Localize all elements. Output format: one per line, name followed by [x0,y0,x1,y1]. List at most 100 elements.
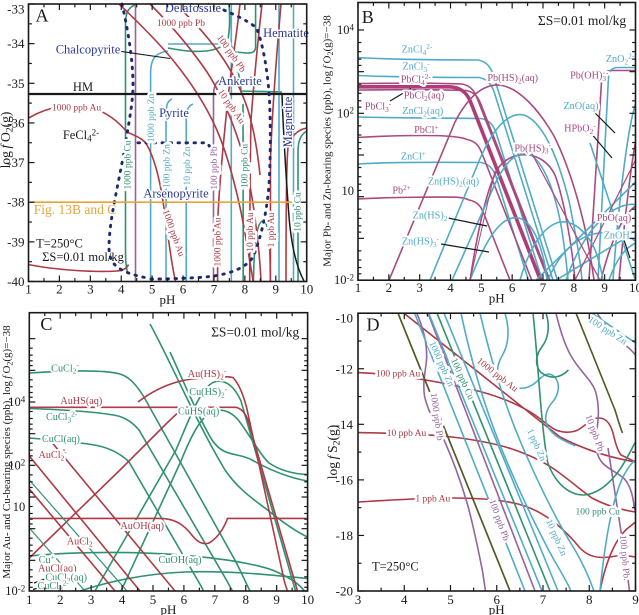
svg-text:log f O2(g): log f O2(g) [0,112,15,169]
svg-text:ZnO(aq): ZnO(aq) [563,101,598,112]
svg-text:3: 3 [416,280,423,295]
svg-text:Ankerite: Ankerite [218,74,262,88]
svg-text:100 ppb Zn: 100 ppb Zn [162,144,172,188]
svg-text:3: 3 [355,592,362,607]
svg-text:10: 10 [301,592,314,607]
svg-text:Zn(HS)2: Zn(HS)2 [413,211,448,223]
svg-text:PbCl3-: PbCl3- [365,99,392,114]
svg-text:6: 6 [509,280,516,295]
svg-text:CuOH(aq): CuOH(aq) [158,555,201,566]
svg-text:102: 102 [8,458,25,473]
svg-text:Arsenopyrite: Arsenopyrite [143,187,209,201]
svg-text:Cu(HS)2-: Cu(HS)2- [189,384,227,399]
svg-text:Pyrite: Pyrite [159,106,189,120]
svg-text:AuCl2-: AuCl2- [38,448,67,463]
svg-text:10 ppb Au: 10 ppb Au [387,429,427,439]
svg-text:Zn(HS)2(aq): Zn(HS)2(aq) [428,176,479,188]
svg-text:ZnO22-: ZnO22- [606,51,635,66]
svg-text:AuCl(aq): AuCl(aq) [38,563,76,574]
svg-text:ZnCl+: ZnCl+ [401,149,426,163]
svg-text:100 ppb Cu: 100 ppb Cu [241,144,251,189]
svg-text:1000 ppb Zn: 1000 ppb Zn [147,93,157,142]
svg-text:Zn(HS)2: Zn(HS)2 [413,211,448,223]
svg-text:100 ppb Pb.: 100 ppb Pb. [617,535,631,581]
svg-text:AuCl(aq): AuCl(aq) [38,563,76,574]
svg-text:-20: -20 [336,584,353,599]
svg-text:Zn(HS)3-: Zn(HS)3- [402,234,440,249]
svg-text:Au(HS)2-: Au(HS)2- [188,366,227,381]
svg-text:CuCl2-: CuCl2- [51,361,79,376]
svg-text:PbCl3-: PbCl3- [365,99,392,114]
svg-text:1 ppb Au: 1 ppb Au [415,494,450,504]
svg-text:-10: -10 [336,311,353,326]
svg-text:9: 9 [273,282,280,297]
svg-text:10: 10 [629,280,639,295]
svg-text:ZnOH+: ZnOH+ [604,228,634,242]
svg-text:-12: -12 [336,361,353,376]
svg-text:1000 ppb Cu: 1000 ppb Cu [124,140,134,189]
svg-text:1000 ppb Zn: 1000 ppb Zn [147,93,157,142]
svg-text:HPbO2-: HPbO2- [564,121,596,136]
svg-text:100 ppb Au: 100 ppb Au [376,369,421,379]
svg-text:CuCl2(aq): CuCl2(aq) [45,572,87,584]
svg-text:100 ppb Pb: 100 ppb Pb [210,146,220,190]
svg-text:CuCl(aq): CuCl(aq) [42,434,80,445]
svg-text:1 ppb Au: 1 ppb Au [415,494,450,504]
svg-text:HM: HM [73,80,93,94]
svg-text:Chalcopyrite: Chalcopyrite [56,43,121,57]
svg-text:ΣS=0.01 mol/kg: ΣS=0.01 mol/kg [42,250,124,264]
svg-text:10 ppb Au: 10 ppb Au [246,212,256,252]
svg-text:10 ppb Au: 10 ppb Au [246,212,256,252]
svg-text:7: 7 [540,280,547,295]
svg-text:Pyrite: Pyrite [159,106,189,120]
svg-text:5: 5 [150,592,157,607]
svg-text:9: 9 [273,592,280,607]
svg-text:1000 ppb Au: 1000 ppb Au [214,217,224,266]
svg-text:pH: pH [489,291,505,306]
svg-text:10-2: 10-2 [334,273,354,288]
svg-text:PbCl2(aq): PbCl2(aq) [404,91,444,103]
svg-text:PbCl+: PbCl+ [414,122,439,136]
svg-text:1000 ppb Au: 1000 ppb Au [214,217,224,266]
svg-text:CuHS(aq): CuHS(aq) [178,406,219,417]
svg-text:10 ppb Zn: 10 ppb Zn [183,146,193,185]
svg-text:ZnCl3-: ZnCl3- [402,59,430,74]
svg-text:104: 104 [8,394,26,409]
svg-text:Pb(HS)3-: Pb(HS)3- [514,141,551,156]
svg-text:1000 ppb Cu: 1000 ppb Cu [124,140,134,189]
svg-text:10-2: 10-2 [5,583,25,598]
svg-text:Au(HS)2-: Au(HS)2- [188,366,227,381]
svg-text:10 ppb Zn: 10 ppb Zn [183,146,193,185]
svg-text:5: 5 [478,280,485,295]
svg-text:9: 9 [632,592,639,607]
svg-text:-40: -40 [7,274,24,289]
svg-text:10 ppb Cu: 10 ppb Cu [294,192,304,232]
svg-text:10 ppb Au: 10 ppb Au [387,429,427,439]
svg-text:Ankerite: Ankerite [218,74,262,88]
svg-text:Cu+: Cu+ [39,553,55,567]
svg-text:Magnetite: Magnetite [281,96,295,147]
svg-text:10: 10 [300,282,313,297]
svg-text:AuCl2-: AuCl2- [38,448,67,463]
svg-text:4: 4 [447,280,454,295]
svg-text:ZnCl42-: ZnCl42- [402,42,433,57]
svg-text:log f S2(g): log f S2(g) [325,425,342,480]
svg-text:CuCl32-: CuCl32- [38,579,70,594]
svg-text:5: 5 [447,592,454,607]
svg-text:100 ppb Pb: 100 ppb Pb [210,146,220,190]
svg-text:1000 ppb Pb: 1000 ppb Pb [157,19,205,29]
svg-text:3: 3 [88,592,95,607]
svg-text:B: B [362,7,374,27]
svg-text:A: A [36,6,49,26]
svg-text:Zn(HS)3-: Zn(HS)3- [402,234,440,249]
svg-text:8: 8 [242,282,249,297]
svg-text:T=250°C: T=250°C [36,237,83,251]
svg-text:CuCl2-: CuCl2- [51,361,79,376]
svg-text:PbO(aq): PbO(aq) [597,213,632,224]
svg-text:ZnCl+: ZnCl+ [401,149,426,163]
svg-text:Fig. 13B and C: Fig. 13B and C [34,202,117,217]
svg-text:ZnCl2(aq): ZnCl2(aq) [402,106,443,118]
svg-text:ΣS=0.01 mol/kg: ΣS=0.01 mol/kg [538,13,626,28]
svg-text:PbCl42-: PbCl42- [401,72,432,87]
svg-text:Delafossite: Delafossite [165,1,222,15]
